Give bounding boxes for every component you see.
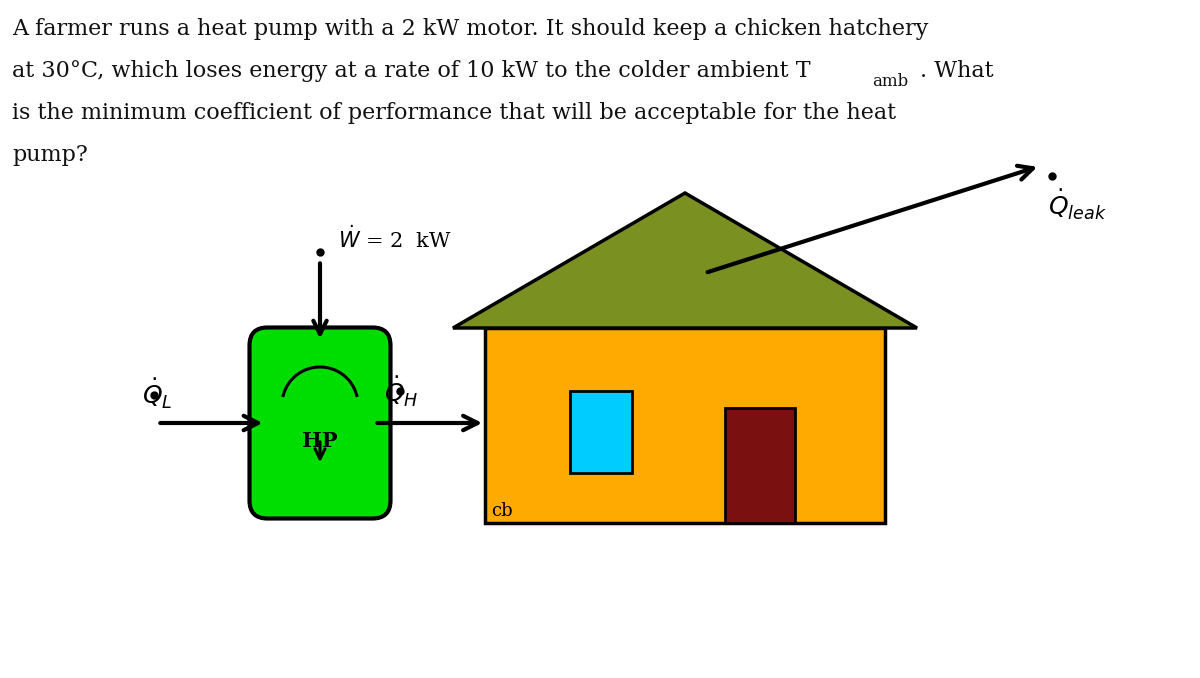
Text: $\dot{Q}_H$: $\dot{Q}_H$ [384, 375, 419, 409]
Text: HP: HP [302, 431, 337, 451]
Text: pump?: pump? [12, 144, 88, 166]
Polygon shape [454, 193, 917, 328]
Text: $\dot{W}$ = 2  kW: $\dot{W}$ = 2 kW [338, 226, 452, 252]
Text: $\dot{Q}_{leak}$: $\dot{Q}_{leak}$ [1048, 188, 1106, 222]
Text: is the minimum coefficient of performance that will be acceptable for the heat: is the minimum coefficient of performanc… [12, 102, 896, 124]
Bar [725, 408, 796, 523]
Text: at 30°C, which loses energy at a rate of 10 kW to the colder ambient T: at 30°C, which loses energy at a rate of… [12, 60, 811, 82]
Bar [570, 391, 632, 473]
Bar [485, 328, 886, 523]
Text: A farmer runs a heat pump with a 2 kW motor. It should keep a chicken hatchery: A farmer runs a heat pump with a 2 kW mo… [12, 18, 929, 40]
FancyBboxPatch shape [250, 327, 390, 519]
Text: amb: amb [872, 73, 908, 90]
Text: . What: . What [920, 60, 994, 82]
Text: cb: cb [491, 502, 512, 520]
Text: $\dot{Q}_L$: $\dot{Q}_L$ [142, 377, 172, 411]
